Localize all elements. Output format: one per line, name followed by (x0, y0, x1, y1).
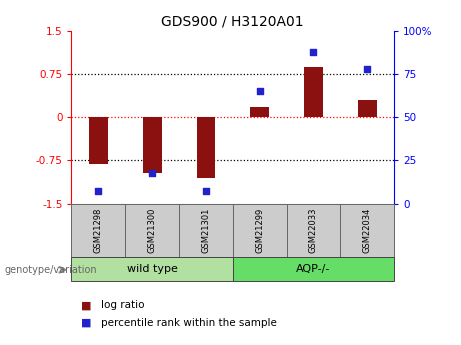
Bar (196, 117, 215, 178)
Point (364, 66, 371, 72)
Text: GSM21301: GSM21301 (201, 208, 210, 253)
Text: GSM22033: GSM22033 (309, 208, 318, 253)
Bar (71, 204, 125, 257)
Bar (89, 117, 108, 165)
Text: ■: ■ (81, 300, 91, 310)
Bar (250, 107, 269, 117)
Bar (143, 117, 161, 173)
Point (310, 49, 317, 55)
Text: GSM21300: GSM21300 (148, 208, 157, 253)
Bar (287, 204, 340, 257)
Bar (304, 67, 323, 117)
Point (202, 189, 210, 194)
Bar (179, 204, 233, 257)
Bar (233, 204, 287, 257)
Bar (358, 100, 377, 117)
Bar (233, 257, 394, 281)
Point (256, 89, 263, 94)
Title: GDS900 / H3120A01: GDS900 / H3120A01 (161, 14, 304, 29)
Text: GSM22034: GSM22034 (363, 208, 372, 253)
Point (95, 189, 102, 194)
Bar (71, 257, 233, 281)
Text: GSM21299: GSM21299 (255, 208, 264, 253)
Text: AQP-/-: AQP-/- (296, 264, 331, 274)
Text: log ratio: log ratio (101, 300, 145, 310)
Text: ■: ■ (81, 318, 91, 327)
Text: percentile rank within the sample: percentile rank within the sample (101, 318, 278, 327)
Text: GSM21298: GSM21298 (94, 208, 103, 253)
Bar (340, 204, 394, 257)
Text: genotype/variation: genotype/variation (5, 265, 97, 275)
Bar (125, 204, 179, 257)
Point (148, 170, 156, 175)
Text: wild type: wild type (127, 264, 177, 274)
